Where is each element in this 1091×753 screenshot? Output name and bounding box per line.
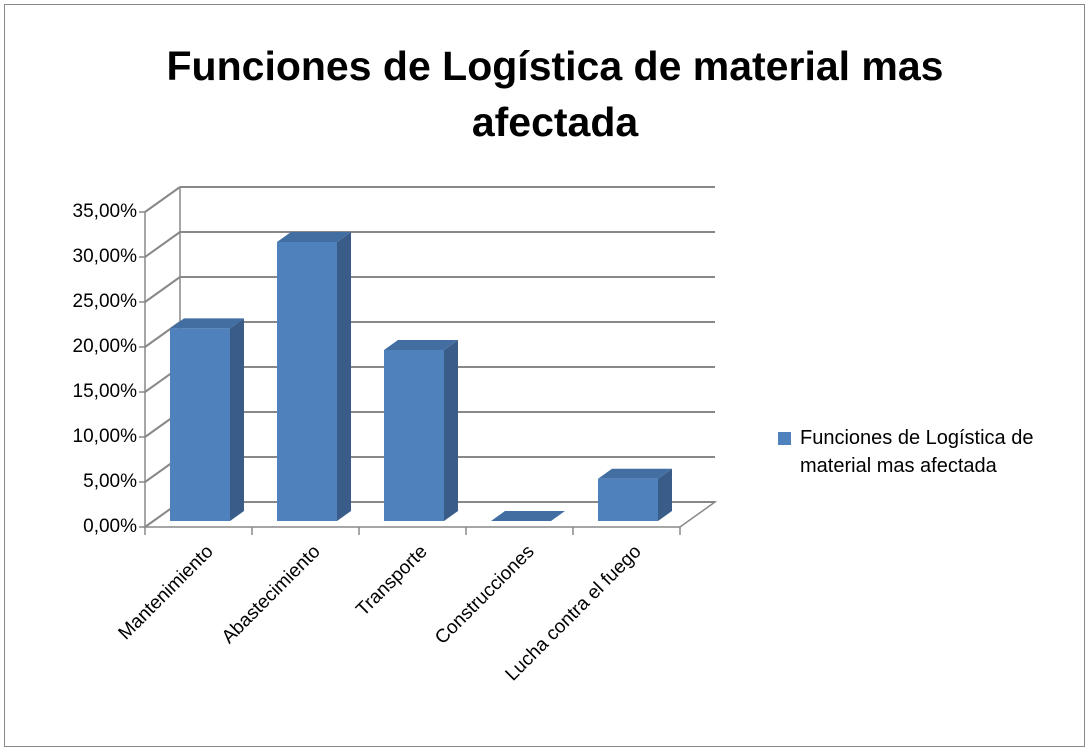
chart-title: Funciones de Logística de material mas a… bbox=[166, 43, 944, 145]
chart-frame bbox=[4, 4, 1085, 747]
bar-top bbox=[277, 232, 351, 242]
y-tick-label: 5,00% bbox=[83, 471, 137, 492]
x-tick-label: Abastecimiento bbox=[218, 541, 325, 648]
x-tick-label: Transporte bbox=[352, 541, 431, 620]
bar bbox=[384, 350, 444, 521]
grid-line-side bbox=[144, 231, 181, 258]
bar-top bbox=[170, 318, 244, 329]
y-tick-label: 20,00% bbox=[73, 336, 138, 357]
legend-key bbox=[778, 432, 791, 445]
bar-side bbox=[444, 340, 458, 521]
bar bbox=[598, 478, 658, 521]
bar-side bbox=[337, 232, 351, 521]
bar-side bbox=[230, 318, 244, 521]
bar-top bbox=[384, 340, 458, 350]
bar-top bbox=[598, 468, 672, 479]
bar-top bbox=[491, 511, 565, 521]
y-tick-label: 0,00% bbox=[83, 516, 137, 537]
grid-line-side bbox=[144, 186, 181, 213]
grid-line-side bbox=[144, 276, 181, 303]
bar bbox=[170, 328, 230, 521]
x-tick-label: Construcciones bbox=[431, 541, 538, 648]
legend-label: Funciones de Logística de material mas a… bbox=[800, 427, 1034, 477]
x-tick-label: Mantenimiento bbox=[115, 541, 218, 644]
y-tick-label: 35,00% bbox=[73, 201, 138, 222]
bar-side bbox=[658, 468, 672, 521]
y-tick-label: 10,00% bbox=[73, 426, 138, 447]
bar bbox=[277, 242, 337, 521]
y-tick-label: 25,00% bbox=[73, 291, 138, 312]
y-tick-label: 30,00% bbox=[73, 246, 138, 267]
y-tick-label: 15,00% bbox=[73, 381, 138, 402]
